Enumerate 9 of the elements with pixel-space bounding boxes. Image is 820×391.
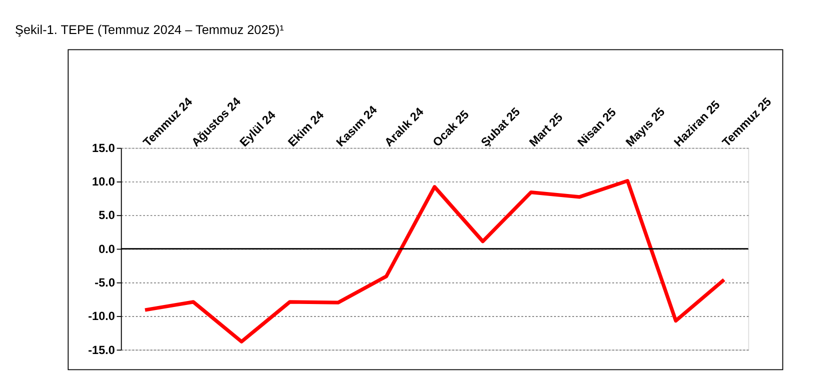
y-tick-label: -10.0 (88, 309, 116, 324)
chart-title: Şekil-1. TEPE (Temmuz 2024 – Temmuz 2025)¹ (15, 22, 284, 37)
y-tick-label: -15.0 (88, 342, 116, 357)
y-tick-label: 0.0 (98, 242, 116, 256)
line-series (143, 179, 726, 344)
y-tick-label: 15.0 (92, 140, 116, 155)
y-tick-label: -5.0 (94, 276, 116, 290)
y-tick-label: 5.0 (98, 208, 116, 222)
y-tick-label: 10.0 (92, 174, 116, 189)
